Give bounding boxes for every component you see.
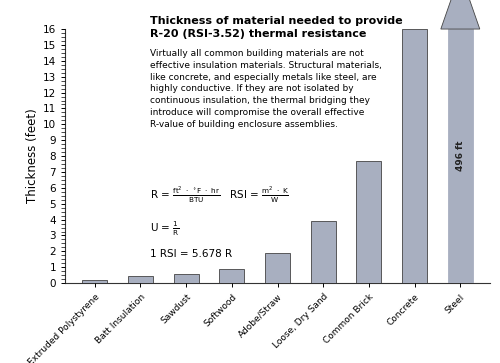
Bar: [128, 276, 153, 283]
Polygon shape: [441, 0, 480, 29]
Text: 496 ft: 496 ft: [456, 141, 465, 171]
Text: Virtually all common building materials are not
effective insulation materials. : Virtually all common building materials …: [150, 49, 382, 129]
Text: 1 RSI = 5.678 R: 1 RSI = 5.678 R: [150, 249, 232, 259]
Text: R = $\mathregular{\frac{ft^2\ \cdot\ ^\circ F\ \cdot\ hr}{BTU}}$   RSI = $\mathr: R = $\mathregular{\frac{ft^2\ \cdot\ ^\c…: [150, 185, 289, 205]
Bar: [402, 29, 427, 283]
Y-axis label: Thickness (feet): Thickness (feet): [26, 109, 38, 204]
Bar: [356, 161, 382, 283]
Bar: [448, 29, 473, 283]
Text: U = $\mathregular{\frac{1}{R}}$: U = $\mathregular{\frac{1}{R}}$: [150, 220, 180, 238]
Bar: [82, 280, 108, 283]
Bar: [174, 274, 199, 283]
Bar: [310, 221, 336, 283]
Bar: [265, 253, 290, 283]
Text: Thickness of material needed to provide
R-20 (RSI-3.52) thermal resistance: Thickness of material needed to provide …: [150, 16, 403, 39]
Bar: [219, 269, 244, 283]
